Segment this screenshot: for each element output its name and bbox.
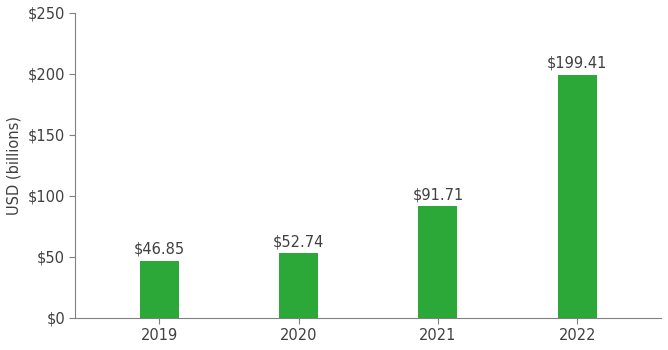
Bar: [140, 260, 178, 318]
Text: $46.85: $46.85: [134, 242, 184, 257]
Bar: [279, 253, 318, 318]
Text: $91.71: $91.71: [412, 187, 464, 202]
Y-axis label: USD (billions): USD (billions): [7, 116, 22, 215]
Text: $199.41: $199.41: [547, 56, 608, 71]
Bar: [558, 75, 597, 318]
Bar: [418, 206, 458, 318]
Text: $52.74: $52.74: [273, 235, 324, 250]
